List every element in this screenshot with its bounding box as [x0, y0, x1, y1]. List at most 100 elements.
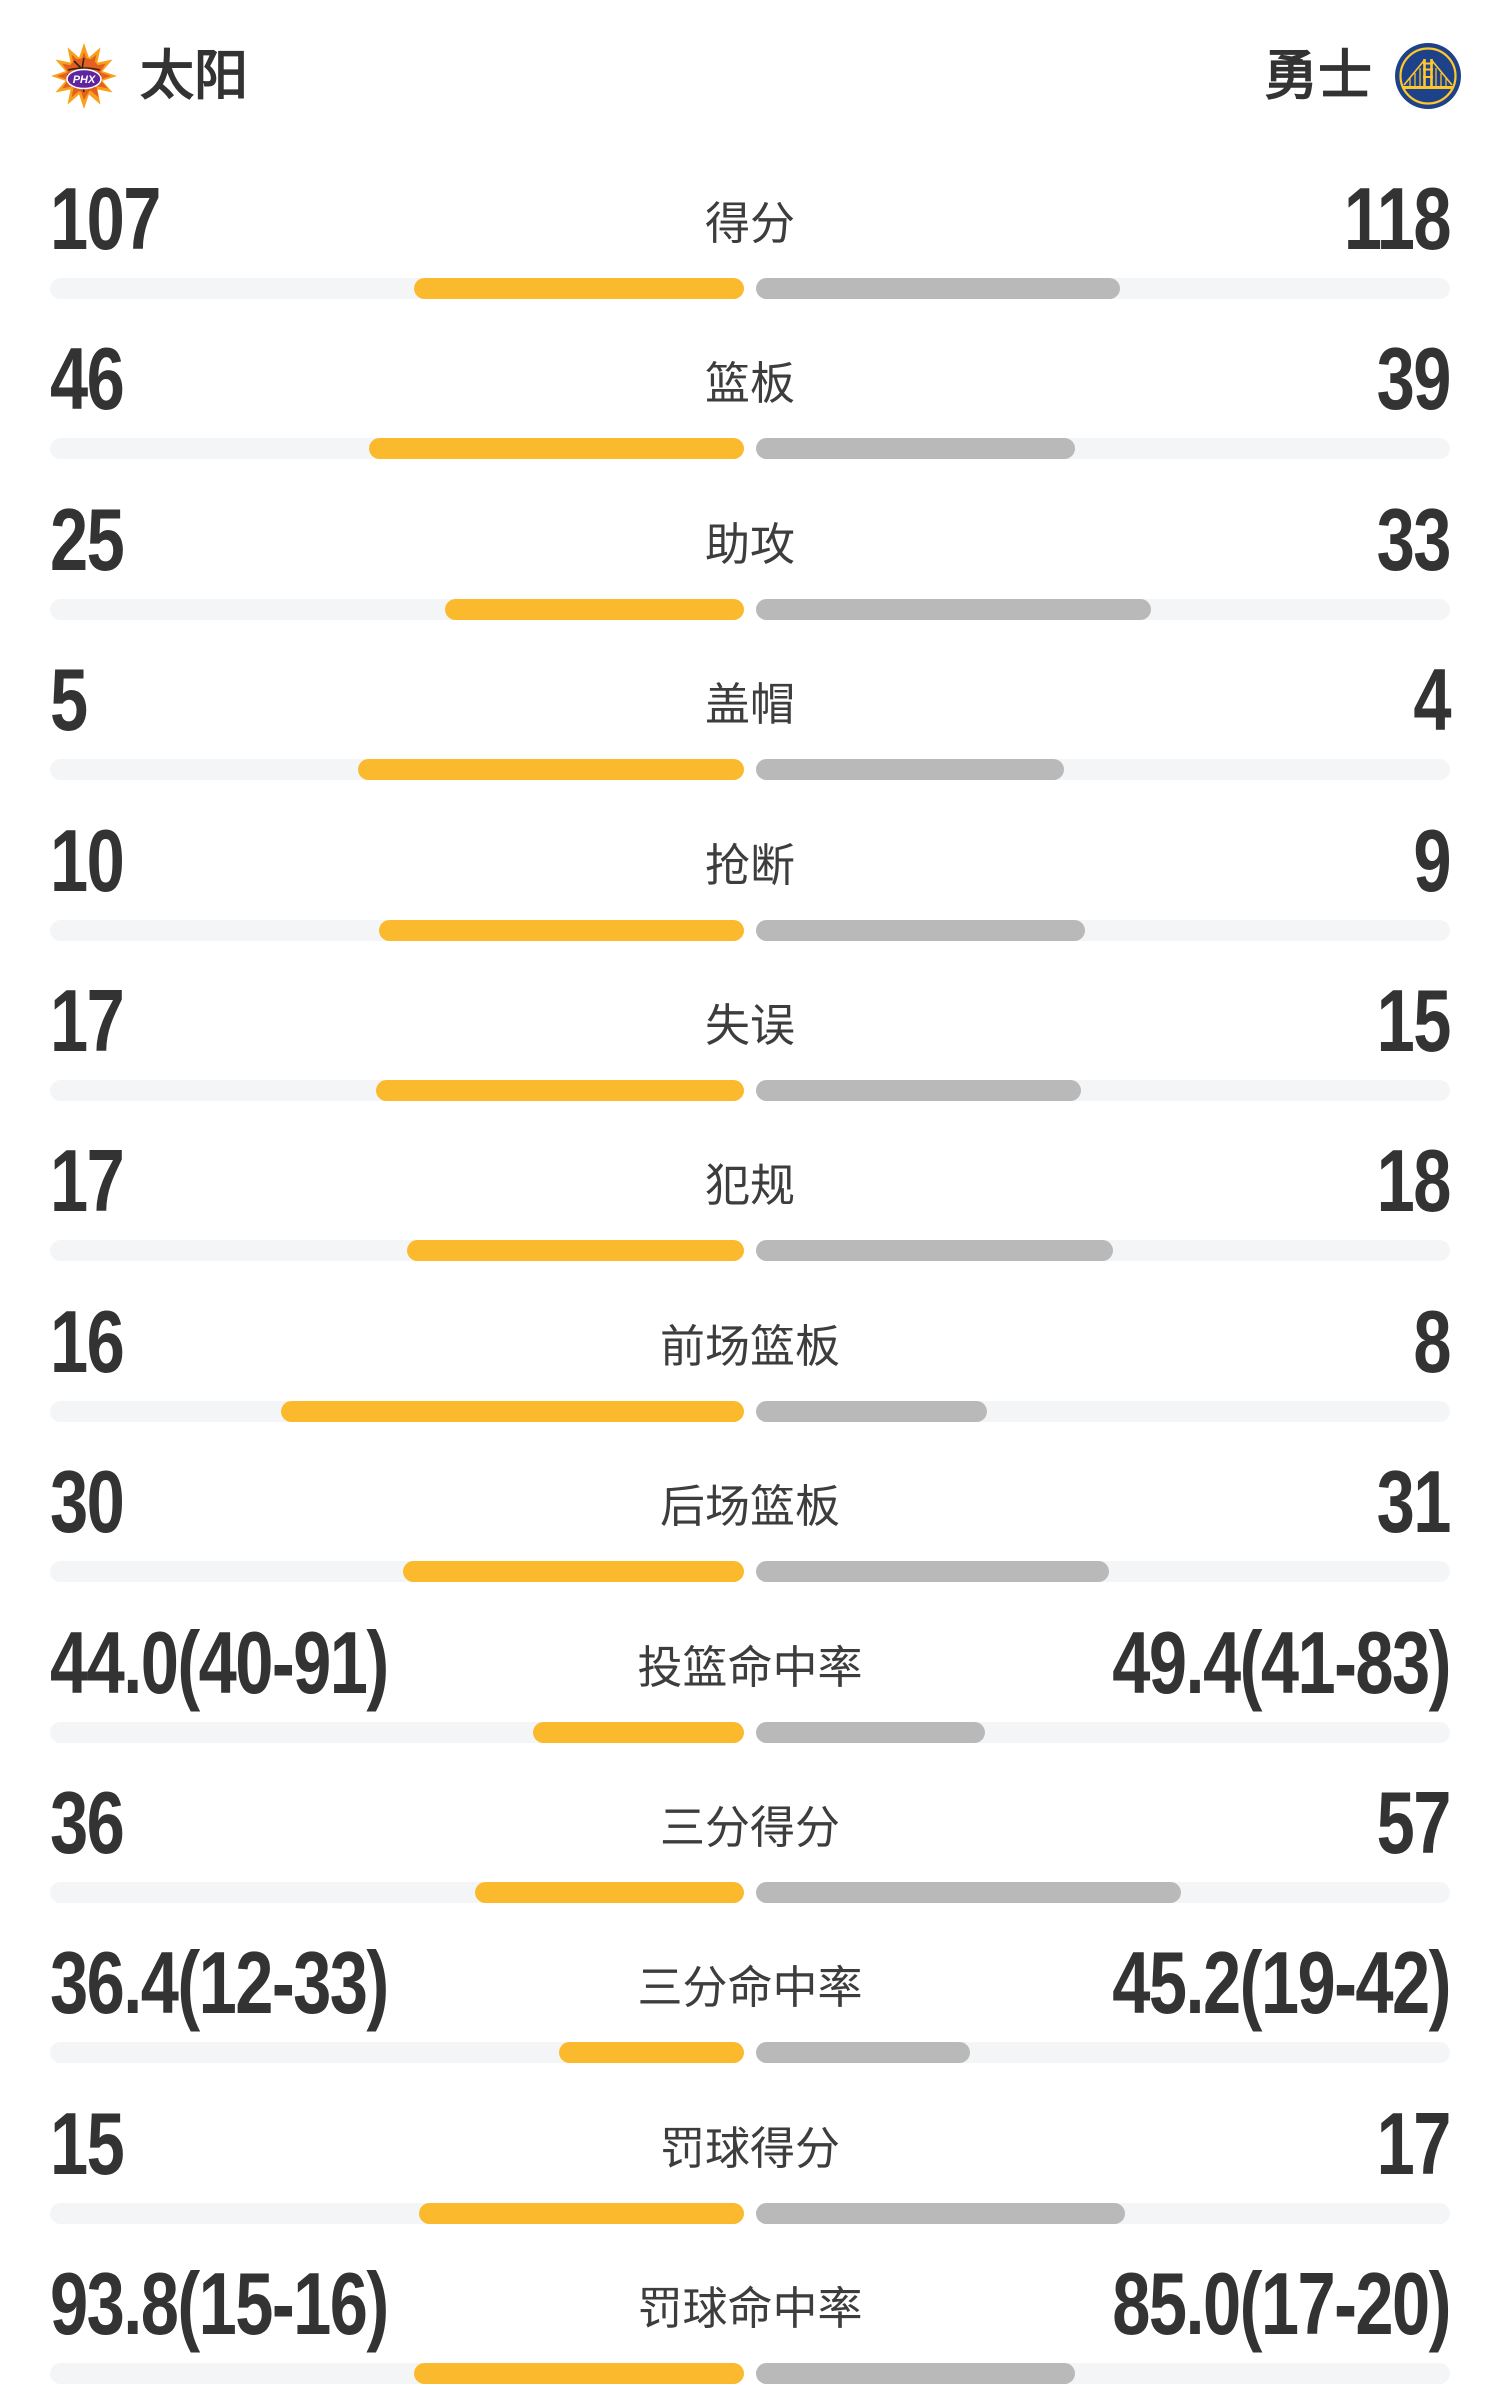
team-header: PHX 太阳 勇士 [0, 0, 1500, 122]
left-bar-fill [413, 2363, 744, 2385]
left-bar-track [50, 1881, 744, 1903]
left-team-stat-value: 36 [50, 1772, 125, 1872]
stat-row-values: 93.8(15-16) 罚球命中率 85.0(17-20) [50, 2235, 1452, 2354]
right-team-stat-value: 57 [1376, 1772, 1452, 1872]
right-bar-track [756, 2363, 1450, 2385]
right-team-stat-value: 85.0(17-20) [1112, 2254, 1451, 2354]
left-team-stat-value: 17 [50, 1131, 125, 1231]
stat-row: 25 助攻 33 [50, 471, 1452, 631]
left-bar-fill [281, 1400, 744, 1422]
left-team-stat-value: 25 [50, 489, 125, 589]
stat-row-bars [50, 1561, 1450, 1583]
right-bar-fill [756, 1400, 988, 1422]
left-team-stat-value: 107 [50, 169, 161, 268]
stat-row-values: 107 得分 118 [50, 150, 1452, 268]
left-bar-track [50, 598, 744, 620]
left-bar-track [50, 1721, 744, 1743]
right-bar-fill [756, 2042, 970, 2064]
right-bar-track [756, 759, 1450, 781]
stat-row-bars [50, 2202, 1450, 2224]
stat-row-values: 15 罚球得分 17 [50, 2075, 1452, 2193]
stat-label: 失误 [704, 999, 796, 1051]
left-bar-fill [378, 919, 744, 941]
stat-row-values: 36.4(12-33) 三分命中率 45.2(19-42) [50, 1914, 1452, 2033]
left-bar-track [50, 2202, 744, 2224]
stat-row-values: 17 犯规 18 [50, 1112, 1452, 1231]
stat-row-bars [50, 2042, 1450, 2064]
team-stats-comparison: 107 得分 118 46 篮板 39 [0, 150, 1500, 2395]
stat-row-bars [50, 1881, 1450, 1903]
left-team-stat-value: 44.0(40-91) [50, 1612, 389, 1712]
right-bar-track [756, 598, 1450, 620]
right-bar-fill [756, 2363, 1075, 2385]
left-bar-fill [444, 598, 744, 620]
stat-label: 篮板 [704, 358, 796, 410]
stat-row: 30 后场篮板 31 [50, 1433, 1452, 1593]
right-bar-fill [756, 1881, 1182, 1903]
left-bar-fill [533, 1721, 744, 1743]
left-bar-fill [475, 1881, 744, 1903]
stat-row-bars [50, 278, 1450, 299]
stat-row-values: 17 失误 15 [50, 952, 1452, 1070]
left-bar-track [50, 759, 744, 781]
stat-row: 10 抢断 9 [50, 792, 1452, 952]
right-bar-track [756, 438, 1450, 460]
left-team-name: 太阳 [140, 46, 248, 106]
right-team-stat-value: 8 [1413, 1291, 1451, 1391]
stat-row: 17 犯规 18 [50, 1112, 1452, 1272]
stat-label: 罚球命中率 [637, 2283, 863, 2335]
right-bar-fill [756, 1240, 1113, 1262]
left-bar-track [50, 1400, 744, 1422]
left-team-stat-value: 93.8(15-16) [50, 2254, 389, 2354]
right-bar-track [756, 1240, 1450, 1262]
right-bar-track [756, 1721, 1450, 1743]
left-team-stat-value: 46 [50, 329, 125, 429]
stat-label: 三分命中率 [637, 1962, 863, 2014]
stat-row-values: 46 篮板 39 [50, 310, 1452, 429]
right-bar-fill [756, 1079, 1082, 1101]
right-team-stat-value: 49.4(41-83) [1112, 1612, 1451, 1712]
stat-row-values: 36 三分得分 57 [50, 1754, 1452, 1872]
right-team-stat-value: 118 [1343, 169, 1452, 268]
left-bar-track [50, 278, 744, 299]
right-bar-fill [756, 919, 1085, 941]
right-bar-track [756, 2202, 1450, 2224]
stat-row: 44.0(40-91) 投篮命中率 49.4(41-83) [50, 1594, 1452, 1754]
right-team[interactable]: 勇士 [1264, 42, 1462, 110]
right-bar-track [756, 1079, 1450, 1101]
left-bar-track [50, 438, 744, 460]
left-team-stat-value: 16 [50, 1291, 125, 1391]
stat-label: 盖帽 [704, 679, 796, 731]
stat-label: 前场篮板 [659, 1320, 841, 1372]
left-team[interactable]: PHX 太阳 [50, 42, 248, 110]
stat-row-bars [50, 919, 1450, 941]
left-team-stat-value: 15 [50, 2093, 125, 2193]
stat-row-bars [50, 438, 1450, 460]
left-team-stat-value: 36.4(12-33) [50, 1933, 389, 2033]
stat-row-values: 30 后场篮板 31 [50, 1433, 1452, 1552]
suns-logo-icon: PHX [51, 43, 117, 109]
right-bar-track [756, 1561, 1450, 1583]
stat-row-values: 44.0(40-91) 投篮命中率 49.4(41-83) [50, 1594, 1452, 1712]
right-team-stat-value: 15 [1376, 970, 1452, 1070]
stat-row-bars [50, 1079, 1450, 1101]
left-bar-fill [375, 1079, 744, 1101]
right-team-name: 勇士 [1264, 46, 1372, 106]
left-team-stat-value: 30 [50, 1452, 125, 1552]
right-team-stat-value: 31 [1376, 1452, 1452, 1552]
stat-row: 36.4(12-33) 三分命中率 45.2(19-42) [50, 1914, 1452, 2074]
right-bar-track [756, 919, 1450, 941]
right-bar-track [756, 2042, 1450, 2064]
right-team-stat-value: 18 [1376, 1131, 1452, 1231]
right-bar-fill [756, 278, 1120, 299]
stat-row: 107 得分 118 [50, 150, 1452, 310]
right-bar-fill [756, 598, 1151, 620]
left-team-stat-value: 5 [50, 650, 88, 750]
stat-row-values: 25 助攻 33 [50, 471, 1452, 589]
stat-row-bars [50, 1240, 1450, 1262]
left-bar-fill [406, 1240, 744, 1262]
right-bar-track [756, 1881, 1450, 1903]
stat-row-bars [50, 759, 1450, 781]
stat-row-values: 5 盖帽 4 [50, 631, 1452, 750]
left-bar-fill [402, 1561, 744, 1583]
